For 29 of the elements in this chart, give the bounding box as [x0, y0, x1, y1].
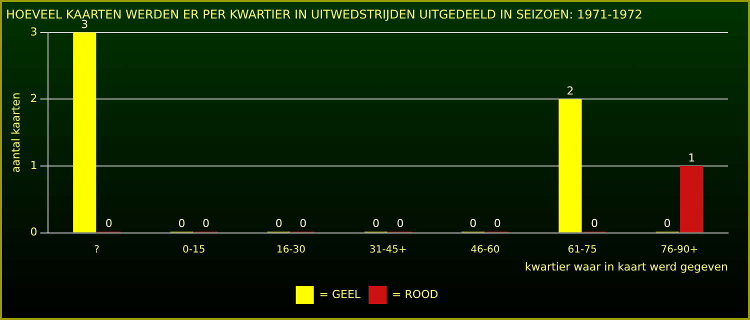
data-label: 1 [688, 151, 696, 164]
y-tick-label: 0 [30, 226, 38, 239]
x-tick-label: 0-15 [182, 244, 206, 256]
data-label: 0 [275, 217, 282, 230]
data-label: 0 [470, 217, 477, 230]
data-label: 0 [178, 217, 186, 230]
x-tick-label: 46-60 [470, 244, 500, 256]
x-tick-label: 31-45+ [369, 244, 407, 256]
data-label: 0 [494, 217, 501, 230]
data-label: 0 [372, 217, 380, 230]
data-label: 0 [202, 217, 210, 230]
x-tick-label: 61-75 [568, 244, 597, 256]
data-label: 0 [105, 217, 112, 230]
x-tick-label: ? [94, 244, 100, 256]
y-tick-label: 1 [30, 158, 38, 172]
y-tick-label: 3 [30, 25, 38, 38]
x-axis-title: kwartier waar in kaart werd gegeven [524, 260, 728, 274]
data-label: 0 [664, 217, 671, 230]
data-label: 0 [590, 217, 598, 230]
legend-label: = GEEL [319, 288, 362, 301]
data-label: 2 [566, 84, 574, 98]
y-axis-title: aantal kaarten [9, 92, 22, 173]
data-label: 3 [81, 18, 88, 31]
legend-label: = ROOD [392, 288, 438, 301]
x-tick-label: 76-90+ [660, 244, 698, 256]
data-label: 0 [396, 217, 404, 230]
x-tick-label: 16-30 [276, 244, 306, 256]
data-label: 0 [300, 217, 307, 230]
y-tick-label: 2 [30, 92, 38, 106]
